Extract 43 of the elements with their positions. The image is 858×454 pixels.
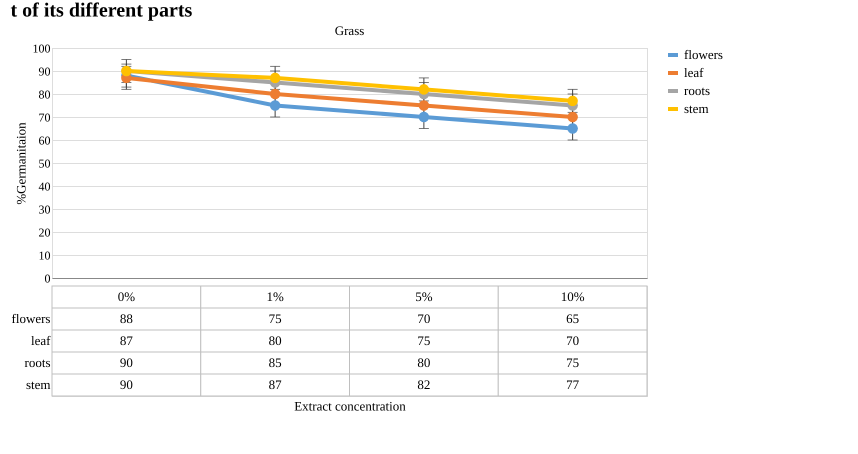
- y-tick-label: 80: [38, 88, 50, 102]
- y-tick-label: 0: [44, 272, 50, 286]
- y-axis-title: %Germanitaion: [14, 122, 28, 205]
- text: Extract concentration: [294, 398, 406, 414]
- y-tick-label: 100: [32, 42, 50, 56]
- x-tick-label: 10%: [560, 289, 585, 304]
- data-label: 75: [566, 355, 580, 370]
- data-label: 85: [268, 355, 282, 370]
- data-label: 75: [268, 311, 282, 326]
- y-tick-label: 50: [38, 156, 50, 170]
- y-tick-label: 20: [38, 226, 50, 240]
- y-tick-label: 90: [38, 64, 50, 78]
- y-tick-label: 30: [38, 202, 50, 216]
- legend-label: roots: [684, 83, 710, 98]
- legend-label: stem: [684, 101, 709, 116]
- data-label: 90: [120, 377, 133, 392]
- data-label: 80: [417, 355, 430, 370]
- data-label: 77: [566, 377, 580, 392]
- data-label: 80: [268, 333, 282, 348]
- data-label: 75: [417, 333, 430, 348]
- y-tick-label: 10: [38, 248, 50, 262]
- legend-label: leaf: [684, 65, 704, 80]
- data-label: 90: [120, 355, 133, 370]
- data-label: 88: [120, 311, 133, 326]
- y-tick-label: 70: [38, 110, 50, 124]
- text: roots: [24, 355, 50, 370]
- x-tick-label: 5%: [415, 289, 433, 304]
- x-tick-label: 0%: [118, 289, 136, 304]
- y-tick-label: 40: [38, 180, 50, 194]
- x-tick-label: 1%: [266, 289, 284, 304]
- data-label: 82: [417, 377, 430, 392]
- y-tick-label: 60: [38, 134, 50, 148]
- data-label: 87: [268, 377, 282, 392]
- text: leaf: [31, 333, 50, 348]
- chart-title: Grass: [334, 23, 364, 38]
- text: flowers: [12, 311, 50, 326]
- legend-label: flowers: [684, 47, 723, 62]
- data-label: 87: [120, 333, 134, 348]
- data-label: 70: [417, 311, 430, 326]
- data-label: 70: [566, 333, 580, 348]
- text: t of its different parts: [10, 0, 193, 22]
- text: stem: [26, 377, 50, 392]
- data-label: 65: [566, 311, 580, 326]
